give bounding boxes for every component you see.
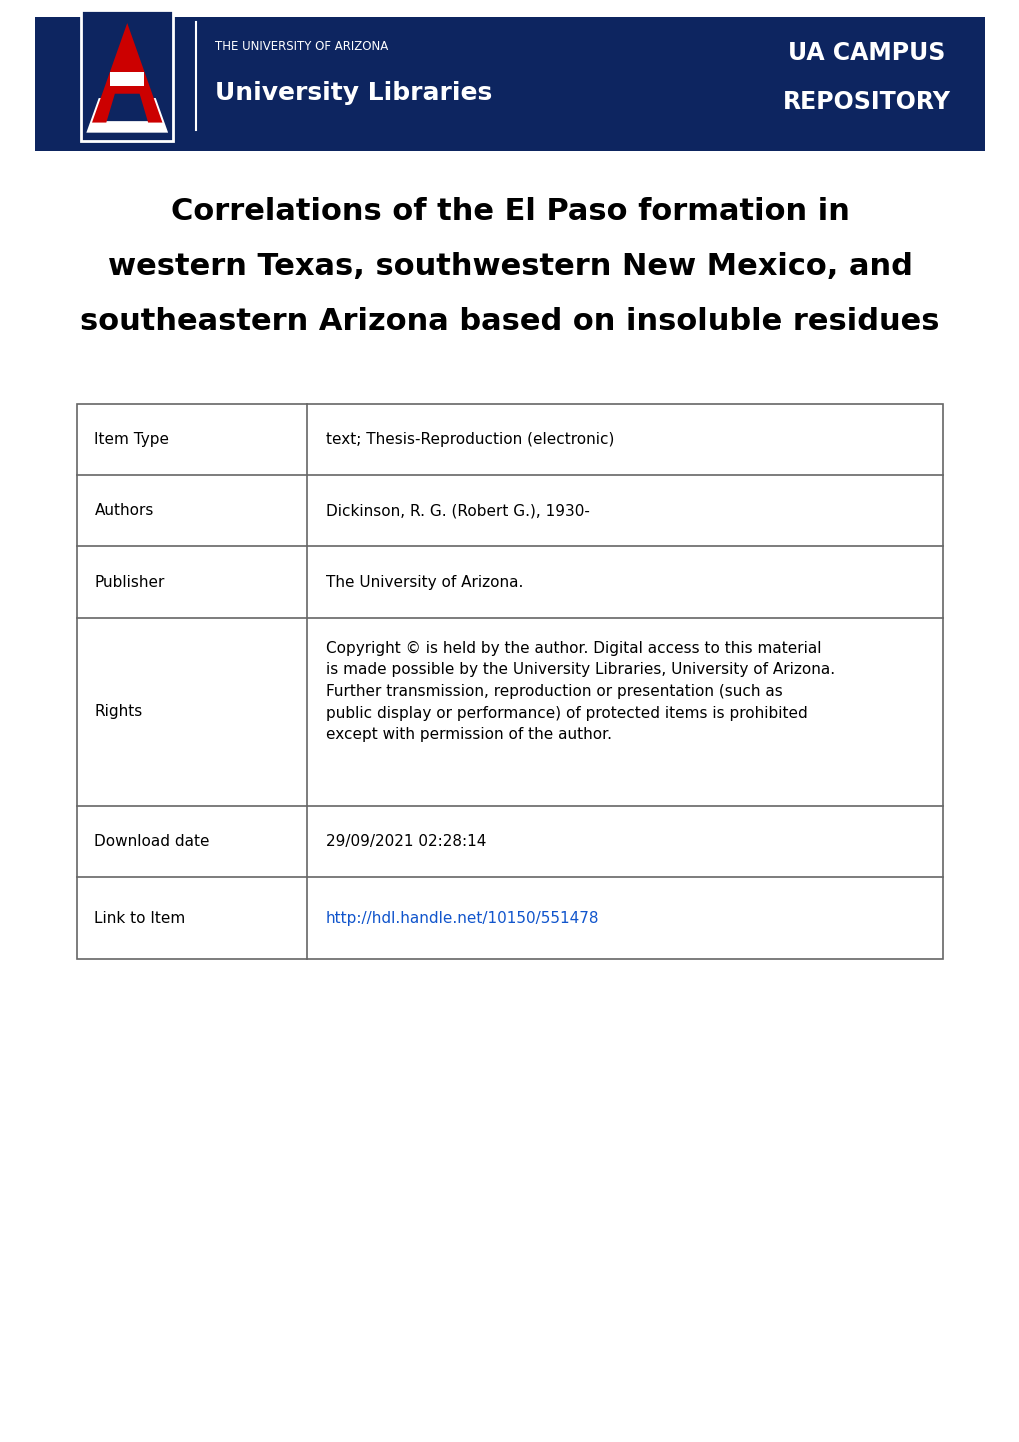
- Text: western Texas, southwestern New Mexico, and: western Texas, southwestern New Mexico, …: [107, 252, 912, 281]
- Text: THE UNIVERSITY OF ARIZONA: THE UNIVERSITY OF ARIZONA: [215, 40, 388, 53]
- Text: Link to Item: Link to Item: [95, 911, 185, 926]
- Polygon shape: [92, 23, 162, 123]
- Text: Dickinson, R. G. (Robert G.), 1930-: Dickinson, R. G. (Robert G.), 1930-: [325, 503, 589, 518]
- Text: UA CAMPUS: UA CAMPUS: [787, 40, 945, 65]
- Text: Item Type: Item Type: [95, 433, 169, 447]
- Text: University Libraries: University Libraries: [215, 81, 492, 105]
- Text: http://hdl.handle.net/10150/551478: http://hdl.handle.net/10150/551478: [325, 911, 598, 926]
- Text: southeastern Arizona based on insoluble residues: southeastern Arizona based on insoluble …: [81, 307, 938, 336]
- Text: Authors: Authors: [95, 503, 154, 518]
- Polygon shape: [87, 98, 168, 133]
- Text: The University of Arizona.: The University of Arizona.: [325, 574, 523, 590]
- Text: Download date: Download date: [95, 835, 210, 849]
- Bar: [110, 72, 145, 85]
- Bar: [82, 10, 173, 141]
- Text: Copyright © is held by the author. Digital access to this material
is made possi: Copyright © is held by the author. Digit…: [325, 640, 834, 743]
- Bar: [35, 0, 984, 17]
- Text: 29/09/2021 02:28:14: 29/09/2021 02:28:14: [325, 835, 485, 849]
- Text: Publisher: Publisher: [95, 574, 165, 590]
- Bar: [77, 404, 942, 959]
- Bar: [35, 0, 984, 151]
- Text: REPOSITORY: REPOSITORY: [782, 89, 950, 114]
- Text: text; Thesis-Reproduction (electronic): text; Thesis-Reproduction (electronic): [325, 433, 613, 447]
- Text: Correlations of the El Paso formation in: Correlations of the El Paso formation in: [170, 198, 849, 226]
- Text: Rights: Rights: [95, 704, 143, 720]
